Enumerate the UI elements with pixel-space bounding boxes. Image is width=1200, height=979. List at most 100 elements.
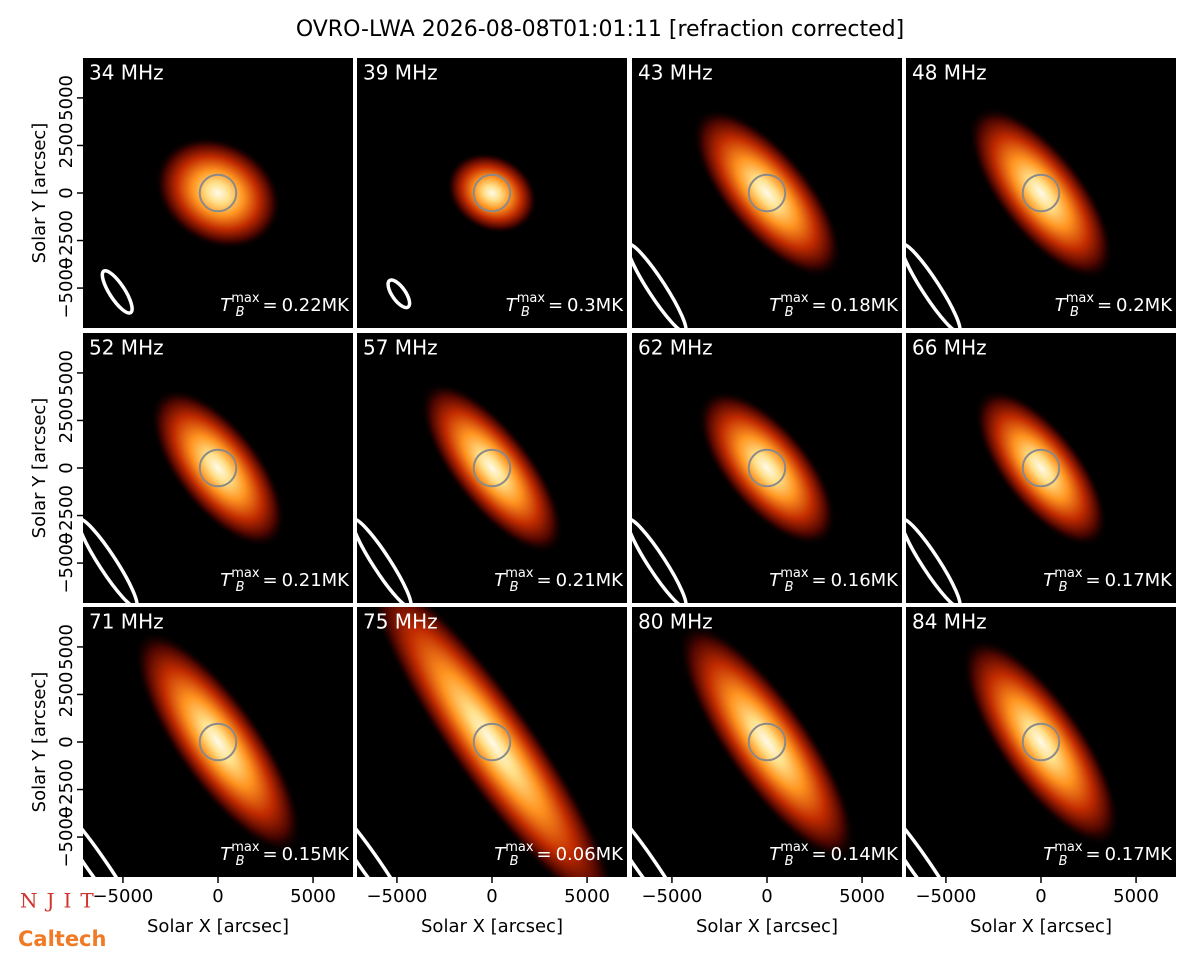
y-tick-label: 5000 [56,624,77,670]
x-tick-label: 0 [212,886,223,907]
logo-caltech: Caltech [18,927,106,951]
beam [632,797,690,877]
solar-disk [198,173,238,213]
source-emission [961,637,1121,847]
tb-symbol: T [506,295,519,316]
tb-sub: B [510,580,519,595]
tb-sup: max [231,291,260,306]
tb-value: 0.06MK [556,844,625,865]
y-tick-label: −2500 [56,759,77,820]
beam [906,797,964,877]
tb-sup: max [780,291,809,306]
source-emission [367,607,617,877]
panel-title: 48 MHz [912,61,987,85]
panel [906,58,1176,328]
source-emission [420,382,564,554]
figure-title: OVRO-LWA 2026-08-08T01:01:11 [refraction… [296,17,904,42]
source-emission [150,388,286,548]
y-tick-label: 2500 [56,672,77,718]
tb-value: 0.2MK [1116,295,1173,316]
tb-max-label: Tmax B = 0.17MK [1043,840,1173,869]
tb-eq: = [536,844,551,865]
tb-symbol: T [220,295,233,316]
tb-max-label: Tmax B = 0.3MK [506,291,625,320]
y-tick-label: −2500 [56,485,77,546]
tb-symbol: T [220,844,233,865]
tb-sub: B [236,580,245,595]
y-axis-label: Solar Y [arcsec] [29,398,50,539]
tb-max-label: Tmax B = 0.16MK [769,566,899,595]
panel-title: 80 MHz [638,610,713,634]
x-tick-label: −5000 [915,886,976,907]
solar-disk [472,448,512,488]
y-tick-label: −2500 [56,210,77,271]
x-tick-label: −5000 [641,886,702,907]
tb-eq: = [811,295,826,316]
x-tick-label: 5000 [1113,886,1159,907]
x-tick-label: 0 [1035,886,1046,907]
tb-sup: max [231,840,260,855]
panel [83,58,353,328]
tb-sup: max [780,566,809,581]
tb-sup: max [505,840,534,855]
tb-sup: max [1054,566,1083,581]
tb-eq: = [262,570,277,591]
y-tick-label: −5000 [56,258,77,319]
y-tick-label: 2500 [56,123,77,169]
x-tick-label: 0 [486,886,497,907]
tb-eq: = [1085,844,1100,865]
source-emission [974,389,1108,547]
tb-max-label: Tmax B = 0.17MK [1043,566,1173,595]
source-emission [678,622,856,862]
beam [83,517,139,603]
x-tick-label: −5000 [366,886,427,907]
tb-value: 0.15MK [282,844,351,865]
panel [632,58,902,328]
y-tick-label: 2500 [56,398,77,444]
panel-title: 71 MHz [89,610,164,634]
logo-njit: NJIT [20,889,103,913]
solar-disk [1021,722,1061,762]
tb-eq: = [811,844,826,865]
tb-eq: = [1085,570,1100,591]
solar-disk [747,448,787,488]
tb-eq: = [262,844,277,865]
beam [632,242,688,328]
solar-disk [198,448,238,488]
solar-disk [472,722,512,762]
panel-title: 57 MHz [363,336,438,360]
panel [632,607,902,877]
beam [906,242,962,328]
tb-value: 0.3MK [567,295,624,316]
x-tick-label: 5000 [564,886,610,907]
tb-symbol: T [1043,570,1056,591]
tb-sub: B [236,305,245,320]
tb-value: 0.16MK [831,570,900,591]
panel-title: 43 MHz [638,61,713,85]
tb-sup: max [505,566,534,581]
tb-sup: max [1054,840,1083,855]
panel [357,607,627,877]
panel-title: 66 MHz [912,336,987,360]
solar-disk [1021,448,1061,488]
tb-sub: B [785,305,794,320]
beam [386,278,412,310]
tb-symbol: T [769,844,782,865]
panel-title: 39 MHz [363,61,438,85]
tb-symbol: T [220,570,233,591]
solar-disk [472,173,512,213]
tb-max-label: Tmax B = 0.06MK [494,840,624,869]
panel [83,333,353,603]
tb-sup: max [780,840,809,855]
tb-sub: B [1059,854,1068,869]
tb-sub: B [521,305,530,320]
tb-sub: B [1070,305,1079,320]
tb-sub: B [510,854,519,869]
tb-max-label: Tmax B = 0.2MK [1055,291,1174,320]
x-tick-label: 5000 [290,886,336,907]
source-emission [692,108,842,278]
tb-symbol: T [494,844,507,865]
tb-sub: B [236,854,245,869]
tb-eq: = [536,570,551,591]
